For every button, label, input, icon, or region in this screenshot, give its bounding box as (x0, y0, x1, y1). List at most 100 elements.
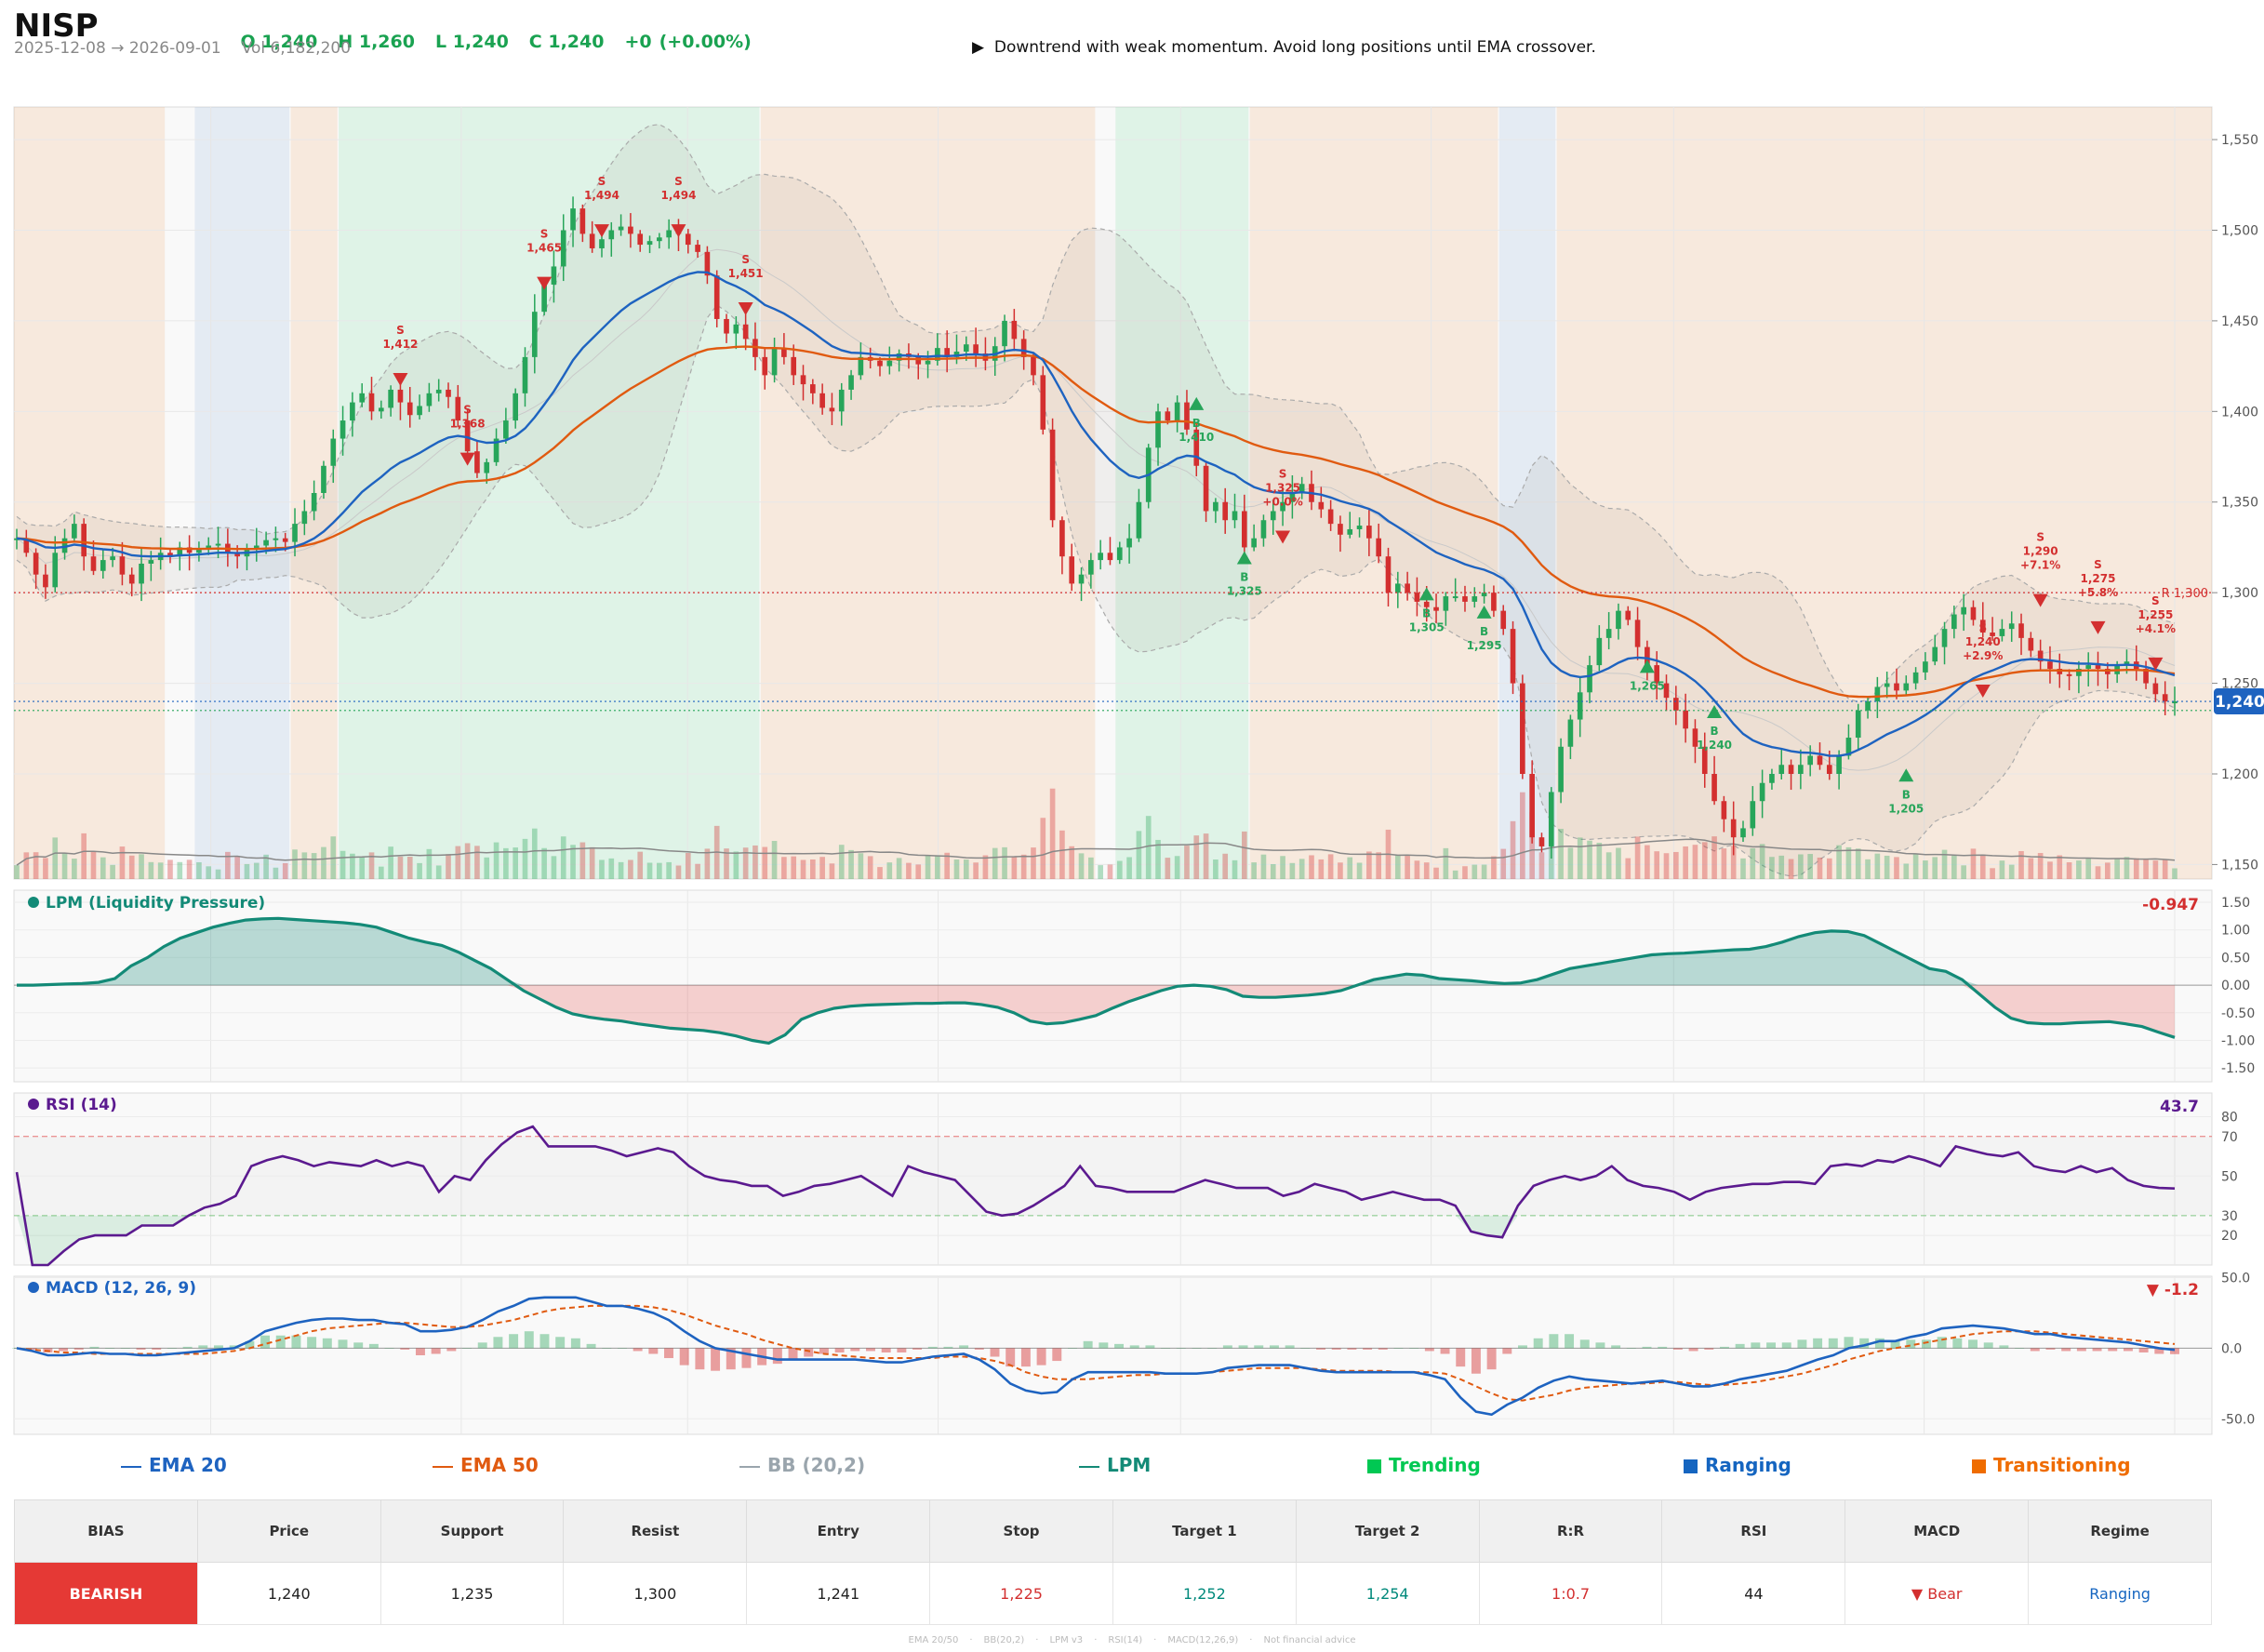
macd-hist-bar (1145, 1345, 1155, 1349)
macd-hist-bar (1844, 1337, 1854, 1349)
candle (1059, 516, 1065, 575)
macd-hist-bar (1937, 1337, 1947, 1349)
macd-hist-bar (1719, 1346, 1729, 1349)
legend-swatch (1367, 1459, 1381, 1473)
candle (1711, 755, 1717, 806)
candle-body (2095, 665, 2101, 669)
chart-canvas[interactable]: Jan '26Feb '26Mar '26Apr '26May '26Jun '… (0, 0, 2264, 1451)
candle (292, 508, 298, 557)
signal-label: +5.8% (2078, 586, 2118, 599)
volume-bar (1020, 854, 1027, 879)
candle (1807, 745, 1814, 777)
candle-body (1932, 646, 1938, 662)
candle (378, 400, 384, 420)
volume-bar (1059, 830, 1065, 879)
volume-bar (52, 837, 59, 879)
candle-body (301, 511, 308, 525)
macd-hist-bar (1331, 1348, 1341, 1350)
volume-bar (1500, 848, 1507, 879)
candle (2152, 677, 2159, 702)
legend-label: Transitioning (1993, 1454, 2131, 1476)
macd-hist-bar (2061, 1348, 2071, 1352)
candle (1701, 732, 1708, 788)
volume-bar (1961, 865, 1966, 879)
candle-body (1894, 683, 1899, 691)
candle (128, 567, 135, 597)
macd-hist-bar (1642, 1346, 1652, 1349)
macd-panel (13, 1275, 2213, 1435)
legend-swatch (121, 1465, 141, 1468)
volume-bar (1232, 859, 1238, 879)
candle (253, 527, 260, 562)
candle (886, 346, 893, 375)
table-value-cell: 1,240 (196, 1562, 381, 1625)
candle-body (139, 563, 144, 584)
candle-body (455, 396, 461, 421)
candle-body (570, 208, 576, 231)
candle (1548, 787, 1554, 859)
candle-body (340, 420, 346, 439)
volume-bar (234, 856, 240, 879)
sell-signal: S1,240+2.9% (1963, 621, 2003, 699)
candle (848, 369, 854, 400)
volume-bar (1222, 853, 1229, 879)
macd-hist-bar (1611, 1345, 1621, 1349)
candle (446, 382, 451, 408)
candle (1577, 676, 1583, 738)
candle-body (1011, 320, 1018, 340)
candle-body (1327, 509, 1334, 525)
footer-item: · (1035, 1635, 1039, 1645)
macd-hist-bar (524, 1331, 534, 1349)
candle (646, 235, 653, 254)
macd-hist-bar (1766, 1342, 1777, 1349)
candle-body (1634, 620, 1641, 647)
chart-legend: EMA 20 EMA 50 BB (20,2) LPM Trending Ranging T… (0, 1454, 2264, 1485)
candle (1213, 498, 1219, 524)
candle (1260, 514, 1267, 547)
candle (2162, 681, 2168, 716)
candle-body (762, 356, 768, 376)
macd-hist-bar (307, 1337, 317, 1349)
candle-body (1155, 411, 1161, 448)
volume-bar (1193, 835, 1200, 879)
volume-bar (1213, 859, 1219, 879)
signal-label: S (396, 324, 405, 337)
candle-body (1088, 560, 1094, 575)
candle-body (1500, 610, 1507, 630)
macd-hist-bar (1704, 1348, 1714, 1350)
candle (1894, 668, 1899, 699)
candle (435, 379, 442, 402)
table-value-cell: ▼ Bear (1844, 1562, 2030, 1625)
volume-bar (350, 853, 355, 879)
candle-body (935, 348, 940, 361)
table-header-cell: R:R (1478, 1499, 1663, 1563)
signal-label: 1,368 (450, 418, 486, 431)
macd-hist-bar (1968, 1339, 1978, 1349)
candle-body (177, 547, 183, 557)
table-header-cell: MACD (1844, 1499, 2030, 1563)
volume-bar (273, 867, 279, 879)
macd-hist-bar (1533, 1338, 1543, 1349)
volume-bar (311, 853, 317, 879)
candle-body (579, 208, 586, 234)
candle-body (1510, 629, 1516, 684)
volume-bar (724, 848, 729, 879)
candle-body (1826, 765, 1832, 774)
volume-bar (589, 846, 595, 879)
volume-bar (23, 852, 30, 879)
volume-bar (1587, 840, 1592, 879)
volume-bar (560, 836, 566, 879)
candle (1289, 475, 1296, 519)
candle-body (1596, 637, 1603, 666)
macd-hist-bar (1067, 1348, 1077, 1349)
price-tick-label: 1,250 (2221, 677, 2258, 692)
candle (1078, 567, 1085, 602)
candle (2037, 639, 2044, 672)
volume-bar (1165, 858, 1171, 879)
signal-label: S (1978, 621, 1987, 634)
volume-bar (321, 846, 326, 879)
volume-bar (1241, 831, 1247, 879)
volume-bar (944, 852, 951, 879)
price-tick-label: 1,150 (2221, 858, 2258, 873)
candle-body (1548, 792, 1554, 846)
